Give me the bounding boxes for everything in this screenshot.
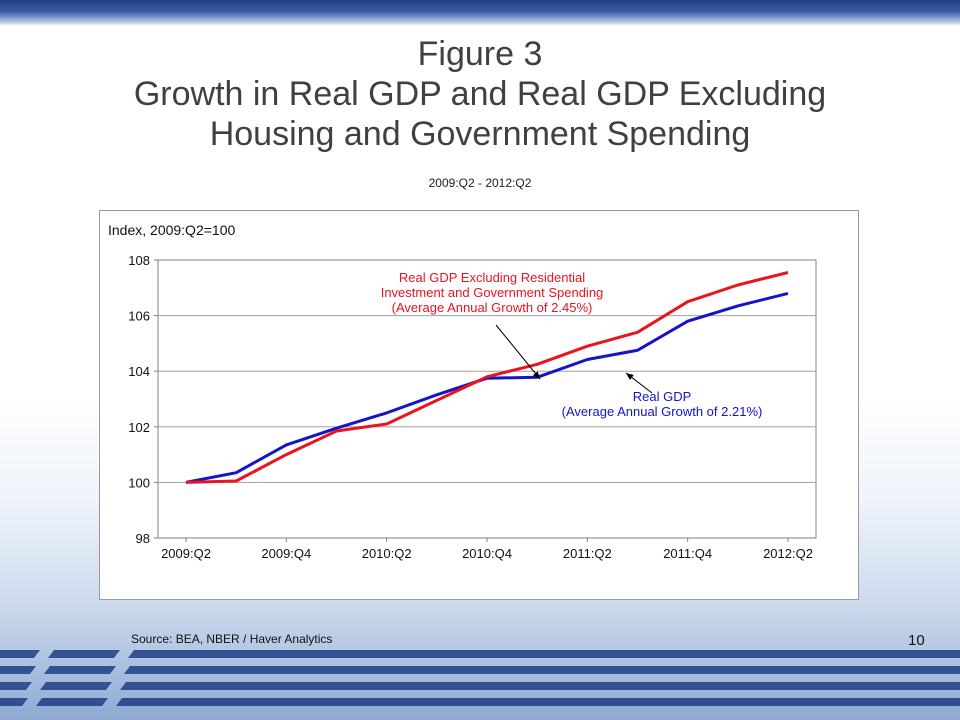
x-tick-label: 2009:Q2 (161, 546, 211, 561)
date-range-subtitle: 2009:Q2 - 2012:Q2 (428, 176, 532, 190)
series-line-excl-series (185, 271, 789, 484)
annotation-arrow-line (495, 324, 541, 380)
slide-title: Figure 3 Growth in Real GDP and Real GDP… (0, 34, 960, 154)
series-line-real-gdp (185, 291, 789, 484)
title-line-3: Housing and Government Spending (209, 115, 751, 153)
annotation-arrowhead (626, 373, 634, 380)
y-tick-label: 108 (128, 253, 150, 268)
x-tick-label: 2011:Q2 (563, 546, 612, 561)
x-tick-label: 2012:Q2 (763, 546, 813, 561)
y-tick-label: 106 (128, 309, 150, 324)
y-tick-label: 102 (128, 420, 150, 435)
x-tick-label: 2010:Q2 (362, 546, 412, 561)
x-tick-label: 2009:Q4 (261, 546, 311, 561)
annotation-text-excl-series: Investment and Government Spending (381, 285, 604, 300)
y-tick-label: 98 (136, 531, 150, 546)
line-chart: 98 100 102 104 106 108 Index, 2009:Q2=100 2009:… (108, 222, 817, 561)
y-tick-label: 104 (128, 364, 150, 379)
annotation-text-real-gdp: Real GDP (633, 389, 692, 404)
footer-stripes-graphic (0, 650, 960, 706)
annotation-text-real-gdp: (Average Annual Growth of 2.21%) (562, 404, 763, 419)
title-line-2: Growth in Real GDP and Real GDP Excludin… (133, 75, 827, 113)
title-line-1: Figure 3 (417, 35, 543, 73)
page-number: 10 (908, 632, 925, 649)
top-banner (0, 0, 960, 26)
y-axis-label: Index, 2009:Q2=100 (108, 222, 235, 238)
source-note: Source: BEA, NBER / Haver Analytics (131, 632, 333, 646)
annotation-text-excl-series: Real GDP Excluding Residential (399, 270, 585, 285)
annotation-text-excl-series: (Average Annual Growth of 2.45%) (392, 300, 593, 315)
chart-panel: 98 100 102 104 106 108 Index, 2009:Q2=100 2009:… (99, 210, 859, 600)
x-tick-label: 2011:Q4 (663, 546, 712, 561)
x-tick-label: 2010:Q4 (462, 546, 512, 561)
annotation-arrowhead (532, 371, 540, 379)
y-tick-label: 100 (128, 475, 150, 490)
